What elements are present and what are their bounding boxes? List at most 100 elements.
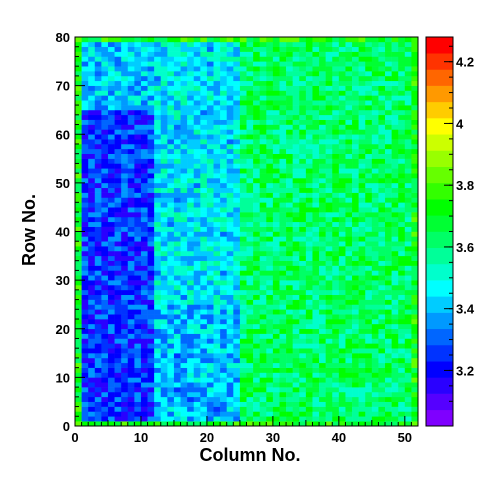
heatmap-cell [305, 134, 313, 140]
heatmap-cell [246, 260, 254, 266]
heatmap-cell [160, 207, 168, 213]
heatmap-cell [140, 236, 148, 242]
heatmap-cell [352, 37, 359, 43]
heatmap-cell [114, 348, 122, 354]
heatmap-cell [279, 158, 287, 164]
heatmap-cell [279, 348, 287, 354]
heatmap-cell [365, 158, 373, 164]
heatmap-cell [206, 207, 214, 213]
heatmap-cell [193, 323, 201, 330]
heatmap-cell [365, 411, 373, 417]
heatmap-cell [398, 95, 406, 101]
heatmap-cell [114, 153, 122, 159]
heatmap-cell [398, 353, 406, 359]
heatmap-cell [226, 182, 234, 189]
heatmap-cell [279, 207, 287, 213]
heatmap-cell [140, 260, 148, 266]
heatmap-cell [411, 197, 419, 203]
heatmap-cell [94, 134, 102, 140]
heatmap-cell [259, 212, 267, 218]
heatmap-cell [147, 299, 155, 305]
heatmap-cell [81, 226, 89, 232]
heatmap-cell [411, 299, 419, 305]
heatmap-cell [193, 309, 201, 315]
heatmap-cell [193, 105, 201, 111]
heatmap-cell [378, 299, 386, 305]
heatmap-cell [332, 343, 340, 349]
heatmap-cell [187, 236, 195, 242]
heatmap-cell [226, 46, 234, 52]
heatmap-cell [193, 275, 201, 281]
heatmap-cell [259, 124, 267, 130]
heatmap-cell [134, 275, 142, 281]
heatmap-cell [246, 202, 254, 208]
heatmap-cell [233, 66, 241, 72]
heatmap-cell [233, 387, 241, 393]
heatmap-cell [332, 396, 340, 402]
heatmap-cell [154, 173, 162, 179]
heatmap-cell [226, 280, 234, 286]
heatmap-cell [332, 391, 340, 398]
heatmap-cell [114, 353, 122, 359]
heatmap-cell [206, 163, 214, 169]
heatmap-cell [325, 372, 333, 378]
heatmap-cell [319, 280, 326, 286]
heatmap-cell [292, 119, 300, 125]
heatmap-cell [75, 173, 82, 179]
heatmap-cell [213, 66, 221, 72]
heatmap-cell [272, 197, 280, 203]
heatmap-cell [101, 250, 109, 257]
heatmap-cell [319, 129, 326, 135]
heatmap-cell [213, 80, 221, 86]
heatmap-cell [206, 265, 214, 271]
heatmap-cell [134, 362, 142, 368]
heatmap-cell [134, 353, 142, 359]
heatmap-cell [299, 114, 307, 120]
heatmap-cell [325, 270, 333, 276]
heatmap-cell [266, 105, 274, 111]
heatmap-cell [239, 338, 247, 344]
heatmap-cell [358, 314, 366, 320]
heatmap-cell [385, 319, 392, 325]
heatmap-cell [134, 250, 142, 257]
heatmap-cell [200, 387, 208, 393]
heatmap-cell [81, 61, 89, 67]
heatmap-cell [358, 124, 366, 130]
heatmap-cell [107, 46, 115, 52]
heatmap-cell [385, 148, 392, 154]
heatmap-cell [305, 139, 313, 145]
heatmap-cell [140, 153, 148, 159]
heatmap-cell [88, 309, 96, 315]
heatmap-cell [134, 333, 142, 339]
heatmap-cell [345, 236, 353, 242]
heatmap-cell [81, 100, 89, 106]
heatmap-cell [173, 221, 181, 227]
heatmap-cell [319, 236, 326, 242]
heatmap-cell [358, 192, 366, 198]
heatmap-cell [121, 289, 129, 296]
heatmap-cell [371, 275, 379, 281]
heatmap-cell [180, 421, 188, 427]
heatmap-cell [352, 411, 359, 417]
heatmap-cell [305, 212, 313, 218]
heatmap-cell [305, 377, 313, 383]
heatmap-cell [292, 41, 300, 48]
heatmap-cell [345, 221, 353, 227]
heatmap-cell [266, 421, 274, 427]
heatmap-cell [358, 367, 366, 373]
heatmap-cell [75, 75, 82, 82]
heatmap-cell [226, 61, 234, 67]
heatmap-cell [292, 109, 300, 116]
heatmap-cell [127, 357, 135, 364]
heatmap-cell [101, 255, 109, 261]
heatmap-cell [121, 284, 129, 291]
heatmap-cell [371, 216, 379, 223]
heatmap-cell [187, 367, 195, 373]
heatmap-cell [325, 309, 333, 315]
heatmap-cell [332, 289, 340, 296]
heatmap-cell [253, 80, 260, 86]
heatmap-cell [286, 61, 293, 67]
heatmap-cell [200, 270, 208, 276]
heatmap-cell [253, 372, 260, 378]
heatmap-cell [338, 250, 346, 257]
